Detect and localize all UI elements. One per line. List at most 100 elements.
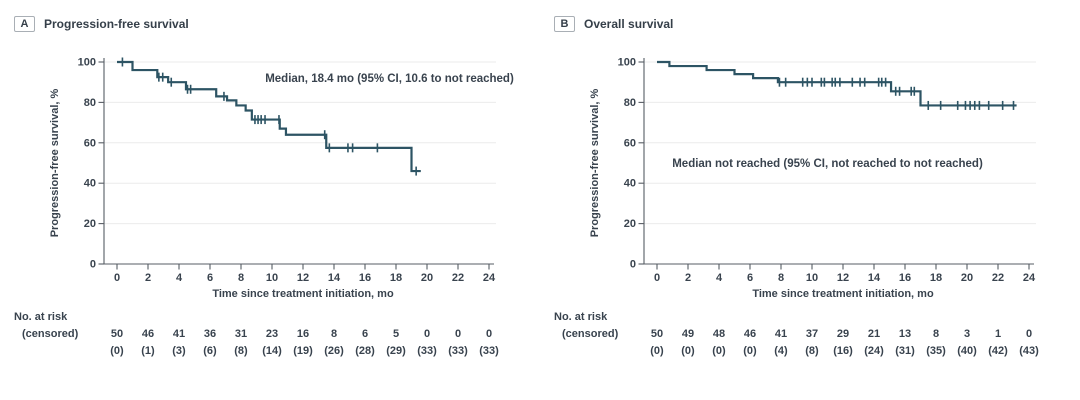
x-tick-label: 18 <box>390 272 402 284</box>
censored-count: (24) <box>864 345 884 357</box>
risk-count: 31 <box>235 328 247 340</box>
y-tick-label: 100 <box>618 57 636 69</box>
y-tick-label: 40 <box>624 178 636 190</box>
risk-count: 36 <box>204 328 216 340</box>
censored-count: (0) <box>110 345 124 357</box>
censored-count: (16) <box>833 345 853 357</box>
censored-count: (40) <box>957 345 977 357</box>
censored-count: (8) <box>234 345 248 357</box>
x-tick-label: 14 <box>328 272 341 284</box>
censored-count: (26) <box>324 345 344 357</box>
censored-count: (0) <box>650 345 664 357</box>
censored-count: (28) <box>355 345 375 357</box>
x-axis-title: Time since treatment initiation, mo <box>752 288 934 300</box>
y-tick-label: 0 <box>90 259 96 271</box>
censored-label: (censored) <box>22 328 79 340</box>
censored-count: (0) <box>681 345 695 357</box>
risk-count: 50 <box>111 328 123 340</box>
x-tick-label: 18 <box>930 272 942 284</box>
x-tick-label: 16 <box>899 272 911 284</box>
censored-count: (35) <box>926 345 946 357</box>
x-tick-label: 22 <box>452 272 464 284</box>
risk-count: 8 <box>331 328 337 340</box>
censored-count: (19) <box>293 345 313 357</box>
x-tick-label: 8 <box>778 272 784 284</box>
censored-count: (33) <box>479 345 499 357</box>
risk-count: 1 <box>995 328 1001 340</box>
risk-count: 5 <box>393 328 399 340</box>
risk-count: 37 <box>806 328 818 340</box>
x-tick-label: 16 <box>359 272 371 284</box>
risk-count: 13 <box>899 328 911 340</box>
risk-count: 29 <box>837 328 849 340</box>
panel-title: Progression-free survival <box>44 17 189 31</box>
risk-count: 21 <box>868 328 880 340</box>
x-tick-label: 12 <box>297 272 309 284</box>
risk-count: 16 <box>297 328 309 340</box>
x-axis-title: Time since treatment initiation, mo <box>212 288 394 300</box>
y-tick-label: 60 <box>84 137 96 149</box>
censored-count: (33) <box>448 345 468 357</box>
censored-label: (censored) <box>562 328 619 340</box>
censored-count: (0) <box>712 345 726 357</box>
censored-count: (31) <box>895 345 915 357</box>
risk-table-label: No. at risk <box>14 311 68 323</box>
y-tick-label: 20 <box>624 218 636 230</box>
y-tick-label: 0 <box>630 259 636 271</box>
x-tick-label: 4 <box>716 272 723 284</box>
censored-count: (33) <box>417 345 437 357</box>
risk-count: 41 <box>775 328 787 340</box>
x-tick-label: 2 <box>145 272 151 284</box>
panel-a-header: A Progression-free survival <box>14 16 189 32</box>
median-annotation: Median not reached (95% CI, not reached … <box>672 158 983 170</box>
y-tick-label: 80 <box>624 97 636 109</box>
risk-count: 46 <box>142 328 154 340</box>
x-tick-label: 2 <box>685 272 691 284</box>
censored-count: (1) <box>141 345 155 357</box>
risk-count: 48 <box>713 328 725 340</box>
risk-count: 3 <box>964 328 970 340</box>
y-tick-label: 20 <box>84 218 96 230</box>
censored-count: (42) <box>988 345 1008 357</box>
y-tick-label: 80 <box>84 97 96 109</box>
x-tick-label: 6 <box>207 272 213 284</box>
x-tick-label: 0 <box>114 272 120 284</box>
y-tick-label: 100 <box>78 57 96 69</box>
risk-table-label: No. at risk <box>554 311 608 323</box>
km-curve <box>657 60 1017 107</box>
y-tick-label: 40 <box>84 178 96 190</box>
panel-label-badge: B <box>554 16 575 32</box>
y-axis-title: Progression-free survival, % <box>589 89 601 238</box>
risk-count: 0 <box>424 328 430 340</box>
censored-count: (14) <box>262 345 282 357</box>
x-tick-label: 22 <box>992 272 1004 284</box>
panel-progression-free-survival: A Progression-free survival 0 20 40 60 80 100… <box>14 16 514 358</box>
x-tick-label: 4 <box>176 272 183 284</box>
censored-count: (8) <box>805 345 819 357</box>
risk-count: 0 <box>1026 328 1032 340</box>
panel-label-badge: A <box>14 16 35 32</box>
x-tick-label: 14 <box>868 272 881 284</box>
x-tick-label: 10 <box>806 272 818 284</box>
median-annotation: Median, 18.4 mo (95% CI, 10.6 to not rea… <box>265 73 514 85</box>
panel-title: Overall survival <box>584 17 674 31</box>
risk-count: 8 <box>933 328 939 340</box>
panel-b-header: B Overall survival <box>554 16 673 32</box>
x-tick-label: 10 <box>266 272 278 284</box>
x-tick-label: 8 <box>238 272 244 284</box>
censored-count: (0) <box>743 345 757 357</box>
risk-count: 6 <box>362 328 368 340</box>
x-tick-label: 20 <box>961 272 973 284</box>
risk-count: 41 <box>173 328 185 340</box>
censored-count: (43) <box>1019 345 1039 357</box>
censored-count: (3) <box>172 345 186 357</box>
risk-count: 46 <box>744 328 756 340</box>
x-tick-label: 24 <box>1023 272 1036 284</box>
x-tick-label: 24 <box>483 272 496 284</box>
censored-count: (6) <box>203 345 217 357</box>
panel-overall-survival: B Overall survival 0 20 40 60 80 100 0 2 4 6 8 10 12… <box>540 0 1080 400</box>
censored-count: (4) <box>774 345 788 357</box>
